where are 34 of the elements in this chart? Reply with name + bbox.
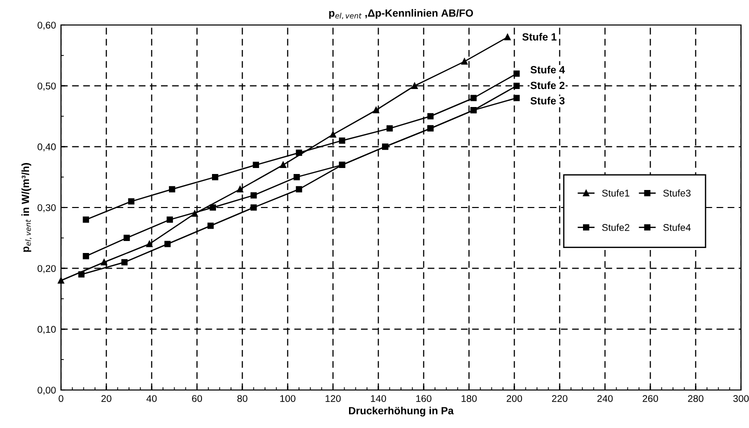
- x-tick-label: 40: [146, 395, 157, 402]
- y-axis-title: p$_{el,vent}$ in W/(m³/h): [21, 163, 32, 252]
- x-tick-label: 240: [597, 395, 613, 402]
- x-tick-label: 100: [280, 395, 296, 402]
- y-tick-label: 0,60: [38, 22, 56, 30]
- legend-label: Stufe4: [663, 224, 691, 231]
- x-tick-label: 80: [237, 395, 248, 402]
- annotation: Stufe 4: [530, 66, 565, 74]
- legend-label: Stufe1: [602, 189, 630, 197]
- x-tick-label: 0: [58, 395, 64, 402]
- legend-label: Stufe3: [663, 189, 691, 197]
- x-axis-title: Druckerhöhung in Pa: [349, 406, 454, 416]
- y-tick-label: 0,40: [38, 143, 56, 152]
- x-tick-label: 20: [101, 395, 112, 402]
- annotation: Stufe 3: [530, 96, 565, 104]
- annotation: Stufe 2: [530, 81, 565, 90]
- chart-title: p$_{el,vent}$ ,Δp-Kennlinien AB/FO: [329, 9, 473, 20]
- annotation: Stufe 1: [522, 32, 556, 41]
- x-tick-label: 120: [326, 395, 341, 402]
- x-tick-label: 260: [642, 395, 658, 402]
- x-tick-label: 280: [688, 395, 704, 402]
- x-tick-label: 140: [370, 395, 386, 402]
- y-tick-label: 0,50: [38, 82, 56, 91]
- x-tick-label: 160: [416, 395, 432, 402]
- y-tick-label: 0,00: [38, 386, 56, 395]
- x-tick-label: 60: [192, 395, 202, 402]
- x-tick-label: 200: [506, 395, 522, 402]
- y-tick-label: 0,10: [38, 326, 56, 334]
- y-tick-label: 0,20: [38, 265, 56, 274]
- legend-label: Stufe2: [602, 224, 630, 231]
- x-tick-label: 220: [552, 395, 568, 402]
- y-tick-label: 0,30: [38, 204, 56, 212]
- x-tick-label: 300: [733, 395, 749, 402]
- x-tick-label: 180: [462, 395, 477, 402]
